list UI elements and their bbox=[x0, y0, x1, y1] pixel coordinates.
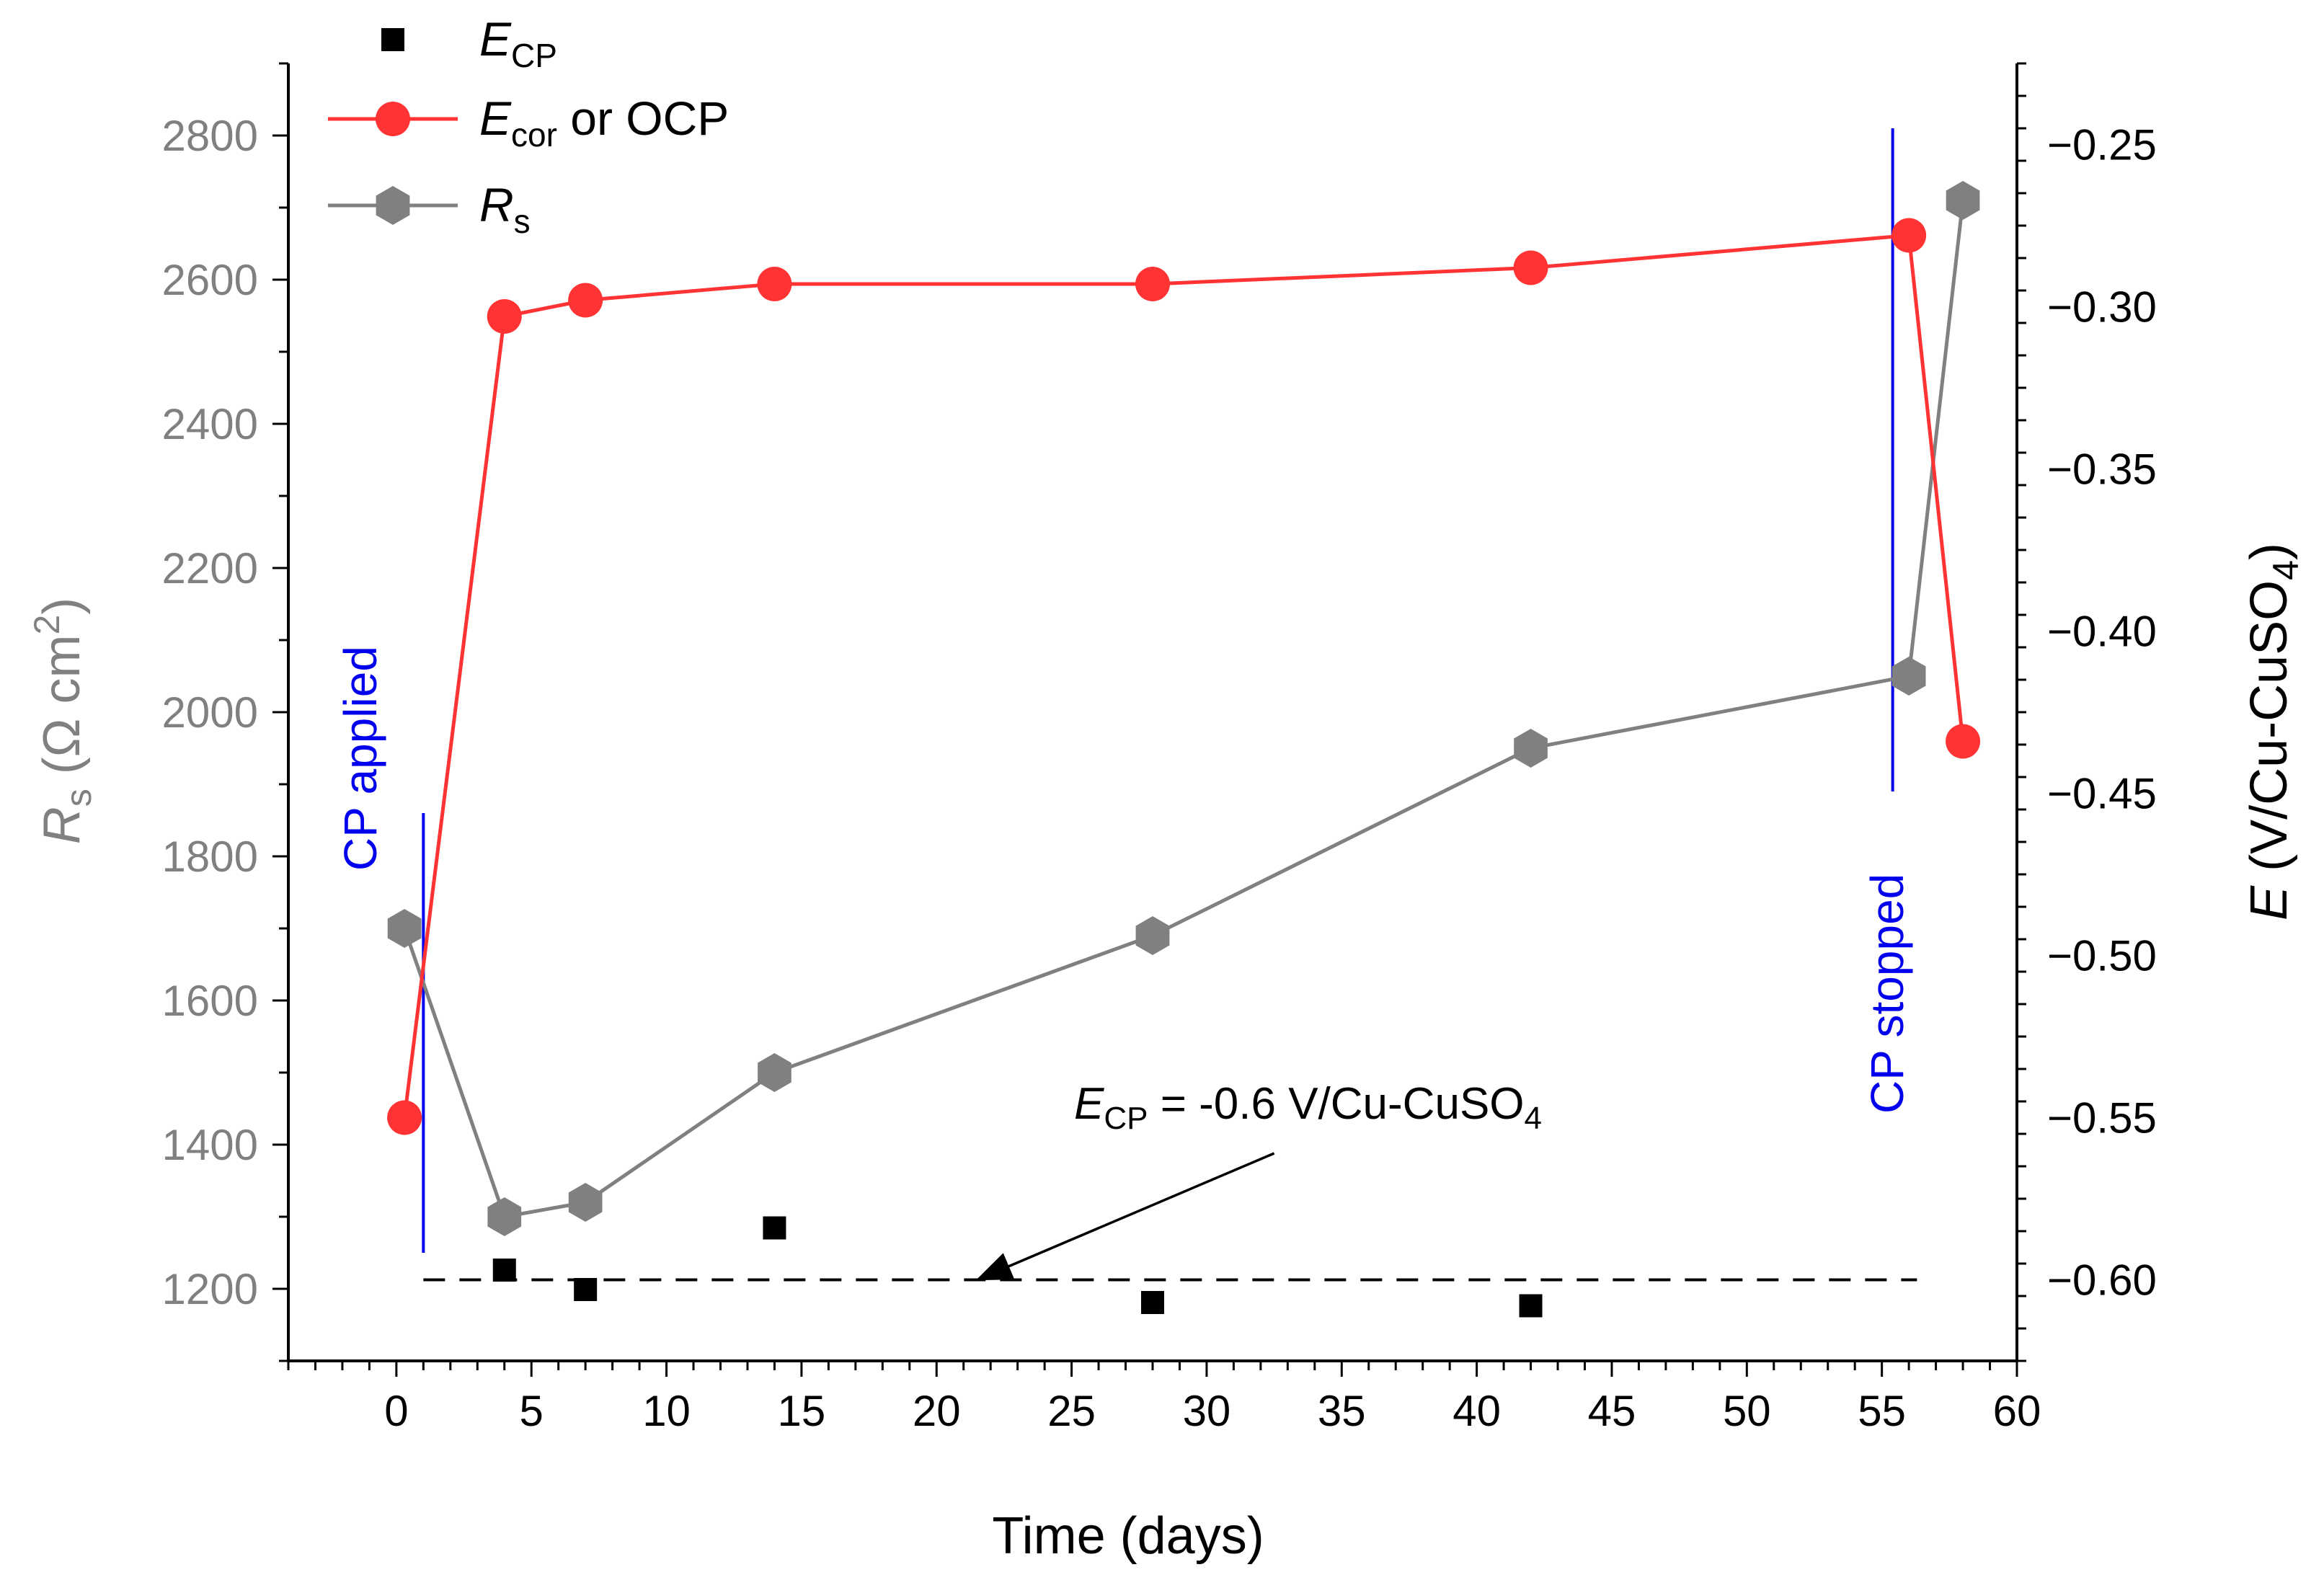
legend-label-sub: s bbox=[514, 203, 531, 240]
ecp-annotation-sub: CP bbox=[1104, 1101, 1148, 1136]
plot-frame bbox=[287, 63, 2018, 1362]
data-point bbox=[487, 1197, 522, 1236]
x-tick-label: 20 bbox=[913, 1387, 961, 1435]
series-2 bbox=[387, 181, 1980, 1236]
legend-marker bbox=[376, 102, 410, 136]
series-line bbox=[402, 233, 1965, 1118]
legend-label-sub: cor bbox=[511, 116, 557, 154]
y-left-tick-label: 1800 bbox=[162, 833, 258, 881]
x-tick-label: 50 bbox=[1723, 1387, 1771, 1435]
y-right-tick-label: −0.25 bbox=[2047, 121, 2157, 169]
y-left-tick-label: 2200 bbox=[162, 544, 258, 593]
y-axis-right-label: E (V/Cu-CuSO4) bbox=[2240, 543, 2306, 920]
annotations: ECP = -0.6 V/Cu-CuSO4 CP applied CP stoppe… bbox=[334, 128, 1917, 1282]
x-tick-label: 15 bbox=[778, 1387, 826, 1435]
data-point bbox=[763, 1216, 786, 1240]
y-left-tick-label: 2600 bbox=[162, 256, 258, 304]
series-0 bbox=[492, 1216, 1543, 1318]
data-point bbox=[387, 909, 422, 948]
legend-label-rest: or OCP bbox=[557, 92, 729, 145]
y-right-tick-label: −0.40 bbox=[2047, 608, 2157, 656]
data-point bbox=[1891, 657, 1926, 696]
data-point bbox=[1514, 729, 1548, 768]
legend-label-main: E bbox=[479, 12, 512, 66]
x-tick-label: 35 bbox=[1318, 1387, 1366, 1435]
data-point bbox=[1946, 181, 1980, 220]
legend-marker bbox=[381, 28, 404, 51]
data-point bbox=[757, 267, 792, 301]
legend-entry: Ecor or OCP bbox=[328, 92, 729, 154]
legend-label: ECP bbox=[479, 12, 557, 74]
legend-label-main: E bbox=[479, 92, 512, 145]
data-point bbox=[574, 1278, 598, 1301]
x-tick-label: 25 bbox=[1047, 1387, 1096, 1435]
data-point bbox=[758, 1053, 791, 1092]
legend-entry: ECP bbox=[381, 12, 557, 74]
y-left-tick-label: 1600 bbox=[162, 977, 258, 1025]
x-tick-label: 5 bbox=[520, 1387, 544, 1435]
y-right-tick-label: −0.35 bbox=[2047, 445, 2157, 494]
series-line bbox=[402, 200, 1965, 1219]
y-left-tick-label: 1200 bbox=[162, 1265, 258, 1313]
cp-applied-label: CP applied bbox=[334, 646, 386, 871]
legend-marker bbox=[376, 186, 410, 225]
x-tick-label: 10 bbox=[642, 1387, 691, 1435]
x-tick-label: 55 bbox=[1858, 1387, 1906, 1435]
y-right-tick-label: −0.45 bbox=[2047, 770, 2157, 818]
y-axis-right: −0.60 −0.55 −0.50 −0.45 −0.40 −0.35 −0.30 −0.25 bbox=[2017, 62, 2157, 1362]
y-right-tick-label: −0.55 bbox=[2047, 1094, 2157, 1142]
x-tick-label: 0 bbox=[384, 1387, 408, 1435]
y-axis-left-label: Rs (Ω cm2) bbox=[27, 598, 99, 845]
ecp-annotation-rest: = -0.6 V/Cu-CuSO bbox=[1148, 1079, 1524, 1129]
data-point bbox=[1135, 267, 1170, 301]
ecp-arrow bbox=[975, 1152, 1275, 1282]
x-tick-label: 30 bbox=[1183, 1387, 1231, 1435]
y-right-tick-label: −0.30 bbox=[2047, 283, 2157, 332]
legend-label: Rs bbox=[479, 178, 531, 240]
y-left-tick-label: 2000 bbox=[162, 688, 258, 737]
data-point bbox=[1891, 218, 1927, 253]
legend-label: Ecor or OCP bbox=[479, 92, 729, 154]
y-left-tick-label: 2400 bbox=[162, 400, 258, 448]
ecp-annotation-sub2: 4 bbox=[1525, 1101, 1542, 1136]
data-point bbox=[568, 283, 603, 318]
series-1 bbox=[387, 218, 1981, 1135]
legend-label-main: R bbox=[479, 178, 514, 231]
y-left-tick-label: 2800 bbox=[162, 112, 258, 160]
y-left-tick-label: 1400 bbox=[162, 1121, 258, 1169]
data-point bbox=[387, 1100, 422, 1135]
ecp-annotation-label: ECP = -0.6 V/Cu-CuSO4 bbox=[1074, 1079, 1542, 1136]
y-right-tick-label: −0.60 bbox=[2047, 1256, 2157, 1305]
data-point bbox=[492, 1259, 516, 1282]
data-point bbox=[568, 1183, 603, 1222]
x-tick-label: 40 bbox=[1452, 1387, 1501, 1435]
legend-entry: Rs bbox=[328, 178, 531, 240]
x-axis: 0 5 10 15 20 25 30 35 40 45 50 55 60 bbox=[287, 1361, 2041, 1435]
cp-stopped-label: CP stopped bbox=[1861, 874, 1913, 1114]
ecp-annotation-main: E bbox=[1074, 1079, 1104, 1129]
data-point bbox=[1946, 724, 1981, 759]
data-point bbox=[1513, 250, 1548, 285]
x-tick-label: 60 bbox=[1993, 1387, 2041, 1435]
y-axis-left: 1200 1400 1600 1800 2000 2200 2400 2600 2800 bbox=[162, 62, 288, 1362]
x-axis-label: Time (days) bbox=[992, 1507, 1264, 1565]
x-tick-label: 45 bbox=[1588, 1387, 1636, 1435]
series-layer bbox=[387, 181, 1981, 1318]
data-point bbox=[1519, 1294, 1543, 1318]
legend-label-sub: CP bbox=[511, 37, 557, 74]
data-point bbox=[1135, 916, 1170, 955]
y-right-tick-label: −0.50 bbox=[2047, 932, 2157, 980]
data-point bbox=[487, 299, 522, 334]
data-point bbox=[1141, 1291, 1164, 1314]
